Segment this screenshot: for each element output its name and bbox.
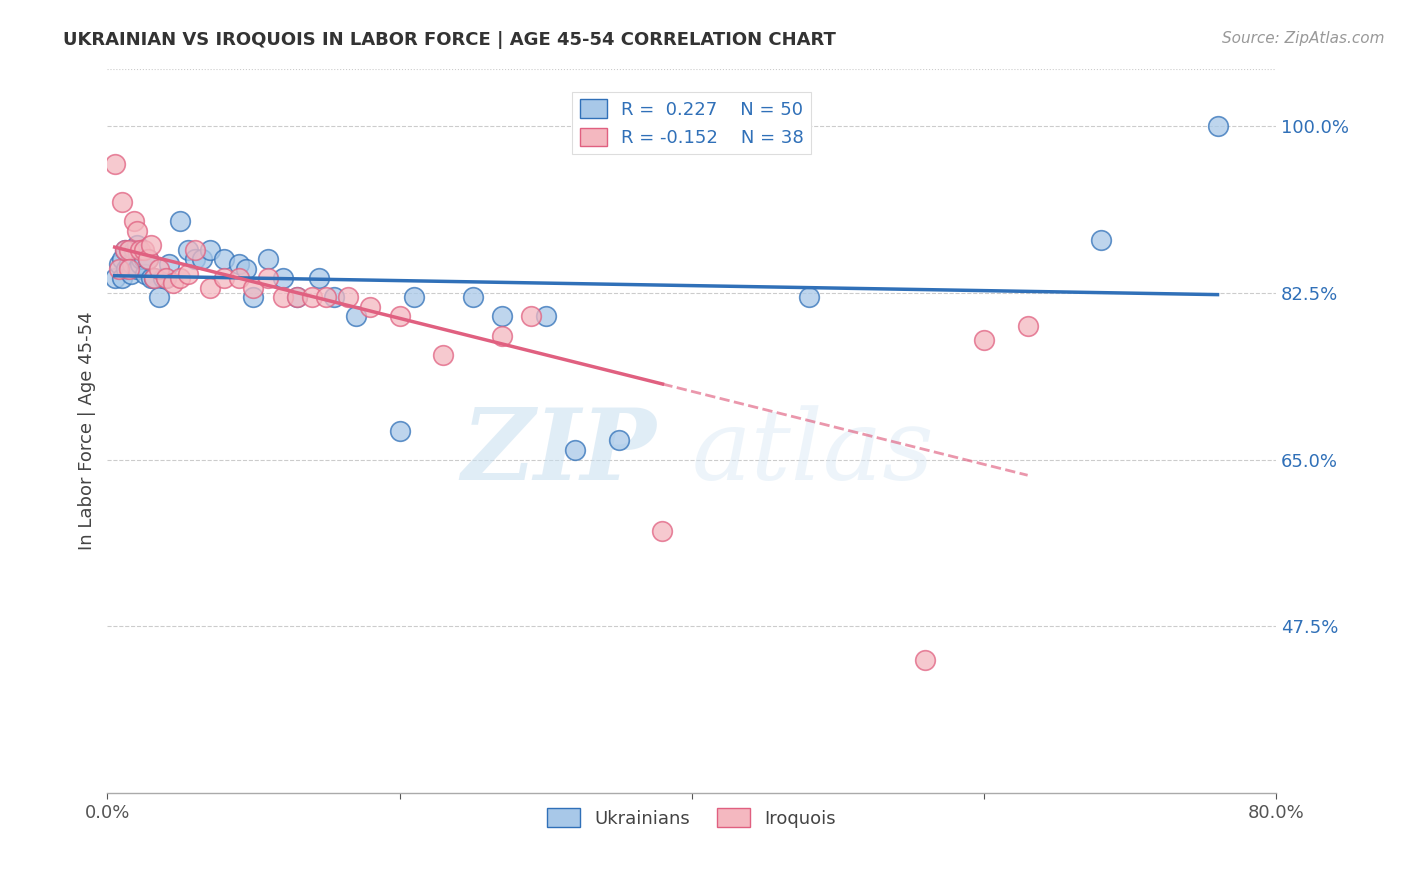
Point — [122, 243, 145, 257]
Point — [271, 290, 294, 304]
Point — [315, 290, 337, 304]
Y-axis label: In Labor Force | Age 45-54: In Labor Force | Age 45-54 — [79, 311, 96, 550]
Point — [491, 328, 513, 343]
Point — [111, 252, 134, 267]
Point — [155, 271, 177, 285]
Point — [118, 243, 141, 257]
Point — [257, 252, 280, 267]
Point — [125, 261, 148, 276]
Point — [461, 290, 484, 304]
Point — [973, 334, 995, 348]
Point — [121, 257, 143, 271]
Point — [797, 290, 820, 304]
Point — [388, 424, 411, 438]
Point — [136, 252, 159, 267]
Point — [212, 252, 235, 267]
Point — [322, 290, 344, 304]
Point — [184, 243, 207, 257]
Point — [125, 238, 148, 252]
Point — [143, 271, 166, 285]
Point — [271, 271, 294, 285]
Point — [1090, 233, 1112, 247]
Point — [118, 261, 141, 276]
Point — [162, 276, 184, 290]
Point — [148, 290, 170, 304]
Point — [108, 257, 131, 271]
Point — [114, 243, 136, 257]
Point — [118, 257, 141, 271]
Point — [228, 271, 250, 285]
Point — [120, 267, 142, 281]
Text: ZIP: ZIP — [461, 404, 657, 501]
Text: atlas: atlas — [692, 405, 935, 500]
Point — [432, 348, 454, 362]
Point — [118, 243, 141, 257]
Point — [198, 243, 221, 257]
Point — [285, 290, 308, 304]
Point — [104, 271, 127, 285]
Point — [1017, 318, 1039, 333]
Point — [242, 281, 264, 295]
Point — [651, 524, 673, 538]
Point — [115, 261, 138, 276]
Point — [337, 290, 360, 304]
Point — [491, 310, 513, 324]
Point — [125, 224, 148, 238]
Point — [122, 214, 145, 228]
Text: Source: ZipAtlas.com: Source: ZipAtlas.com — [1222, 31, 1385, 46]
Point — [152, 271, 174, 285]
Point — [212, 271, 235, 285]
Point — [177, 267, 200, 281]
Point — [914, 653, 936, 667]
Point — [308, 271, 330, 285]
Point — [129, 252, 152, 267]
Point — [114, 243, 136, 257]
Point — [108, 261, 131, 276]
Legend: Ukrainians, Iroquois: Ukrainians, Iroquois — [540, 801, 844, 835]
Point — [132, 243, 155, 257]
Point — [301, 290, 323, 304]
Point — [534, 310, 557, 324]
Point — [285, 290, 308, 304]
Point — [141, 238, 163, 252]
Point — [169, 214, 191, 228]
Point — [157, 257, 180, 271]
Point — [128, 243, 150, 257]
Point — [143, 271, 166, 285]
Point — [564, 442, 586, 457]
Point — [104, 157, 127, 171]
Point — [242, 290, 264, 304]
Point — [127, 247, 149, 261]
Point — [388, 310, 411, 324]
Point — [132, 252, 155, 267]
Text: UKRAINIAN VS IROQUOIS IN LABOR FORCE | AGE 45-54 CORRELATION CHART: UKRAINIAN VS IROQUOIS IN LABOR FORCE | A… — [63, 31, 837, 49]
Point — [184, 252, 207, 267]
Point — [134, 267, 156, 281]
Point — [169, 271, 191, 285]
Point — [607, 434, 630, 448]
Point — [191, 252, 214, 267]
Point — [111, 195, 134, 210]
Point — [235, 261, 257, 276]
Point — [155, 271, 177, 285]
Point — [359, 300, 381, 314]
Point — [198, 281, 221, 295]
Point — [111, 271, 134, 285]
Point — [136, 252, 159, 267]
Point — [141, 271, 163, 285]
Point — [148, 261, 170, 276]
Point — [1206, 119, 1229, 133]
Point — [128, 257, 150, 271]
Point — [257, 271, 280, 285]
Point — [344, 310, 367, 324]
Point — [520, 310, 543, 324]
Point — [228, 257, 250, 271]
Point — [177, 243, 200, 257]
Point — [404, 290, 426, 304]
